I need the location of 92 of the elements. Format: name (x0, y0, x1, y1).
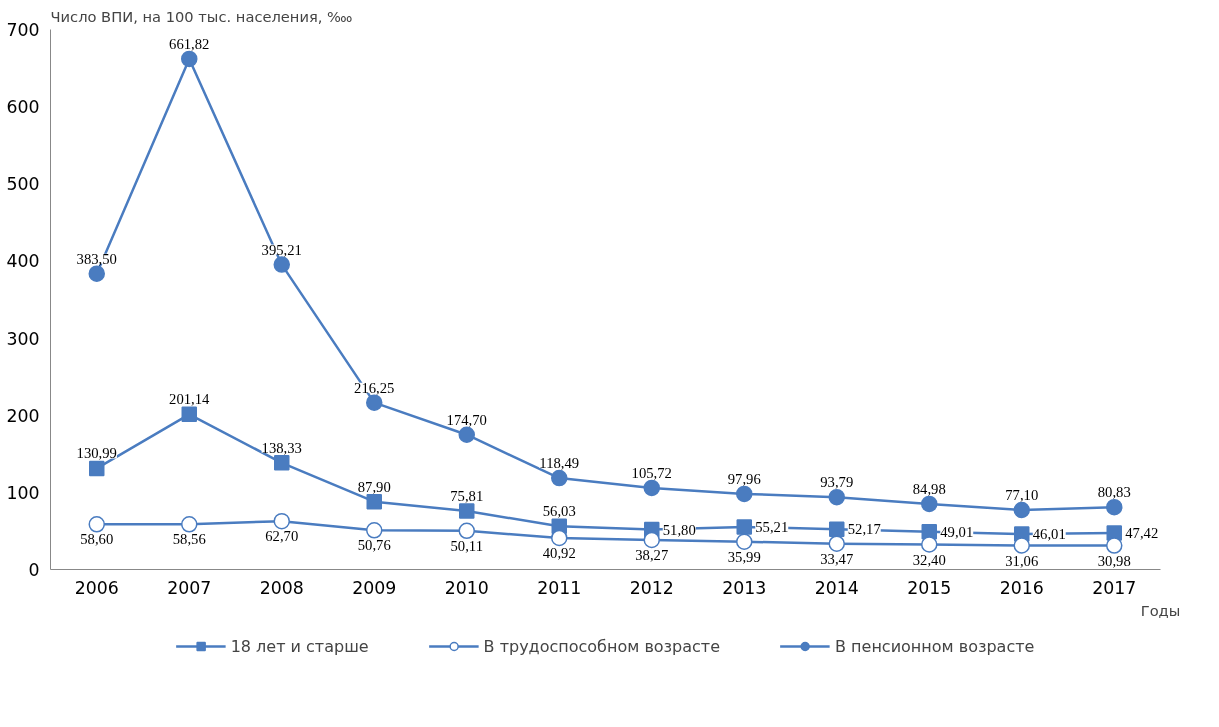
point (459, 503, 475, 519)
y-tick-label: 100 (6, 482, 40, 503)
point (458, 522, 475, 540)
data-label: 35,99 (727, 548, 761, 565)
x-tick-label: 2013 (722, 577, 767, 598)
data-label: 97,96 (727, 470, 761, 487)
data-label: 201,14 (169, 391, 211, 408)
point (736, 519, 752, 535)
point (551, 529, 568, 547)
x-tick-label: 2016 (999, 577, 1044, 598)
data-label: 33,47 (820, 550, 854, 567)
x-tick-label: 2015 (907, 577, 952, 598)
point (643, 479, 660, 497)
y-tick-label: 700 (6, 20, 40, 40)
data-label: 58,60 (80, 531, 114, 548)
point (736, 533, 753, 550)
x-tick-label: 2009 (352, 577, 397, 598)
data-label: 55,21 (755, 518, 789, 535)
y-tick-label: 600 (6, 97, 40, 118)
y-tick-label: 500 (6, 174, 40, 195)
point (828, 488, 845, 506)
data-label: 84,98 (912, 480, 946, 497)
legend-label: В пенсионном возрасте (835, 636, 1035, 656)
point (1013, 501, 1030, 519)
data-label: 80,83 (1097, 484, 1131, 501)
data-label: 118,49 (539, 455, 580, 472)
point (181, 50, 198, 68)
point (458, 426, 475, 443)
data-label: 383,50 (76, 250, 117, 267)
point (551, 469, 568, 487)
point (736, 485, 753, 503)
data-label: 661,82 (169, 35, 210, 52)
point (88, 516, 105, 533)
point (366, 522, 383, 539)
point (274, 455, 290, 471)
data-label: 47,42 (1125, 524, 1159, 541)
x-axis-title: Годы (1140, 601, 1181, 619)
data-label: 75,81 (450, 488, 484, 505)
x-tick-label: 2014 (814, 577, 859, 598)
y-tick-label: 200 (6, 405, 40, 426)
point (181, 406, 197, 423)
data-label: 30,98 (1097, 552, 1131, 569)
data-label: 87,90 (357, 478, 391, 495)
data-label: 49,01 (940, 523, 974, 540)
data-label: 93,79 (820, 474, 854, 491)
legend-label: В трудоспособном возрасте (483, 636, 721, 656)
x-tick-label: 2006 (74, 577, 119, 598)
point (1106, 498, 1123, 516)
point (828, 535, 845, 552)
data-label: 52,17 (847, 521, 881, 538)
data-label: 395,21 (261, 241, 302, 258)
point (366, 394, 383, 411)
point (366, 493, 382, 510)
y-axis-title: Число ВПИ, на 100 тыс. населения, ‱ (50, 7, 353, 25)
data-label: 58,56 (172, 531, 206, 548)
data-label: 50,76 (357, 537, 391, 554)
point (1013, 537, 1030, 554)
x-tick-label: 2017 (1092, 577, 1137, 598)
point (89, 460, 105, 477)
data-label: 46,01 (1032, 526, 1066, 543)
legend-label: 18 лет и старше (230, 636, 369, 656)
data-label: 38,27 (635, 546, 669, 563)
x-tick-label: 2010 (444, 577, 489, 598)
point (921, 495, 938, 513)
data-label: 105,72 (631, 464, 672, 481)
data-label: 138,33 (261, 439, 302, 456)
data-label: 62,70 (265, 528, 299, 545)
x-tick-label: 2007 (167, 577, 212, 598)
point (643, 531, 660, 549)
y-tick-label: 300 (6, 328, 40, 349)
data-label: 40,92 (542, 544, 576, 561)
x-tick-label: 2012 (629, 577, 674, 598)
data-label: 51,80 (662, 521, 696, 538)
data-label: 216,25 (354, 379, 395, 396)
y-tick-label: 0 (28, 560, 40, 580)
point (273, 512, 290, 530)
data-label: 50,11 (450, 537, 483, 554)
point (1106, 537, 1123, 554)
data-label: 31,06 (1005, 552, 1039, 569)
point (181, 516, 198, 533)
x-tick-label: 2011 (537, 577, 582, 598)
point (273, 256, 290, 273)
data-label: 77,10 (1005, 487, 1039, 504)
x-tick-label: 2008 (259, 577, 304, 598)
point (829, 521, 845, 537)
data-label: 32,40 (912, 551, 946, 568)
point (921, 536, 938, 553)
data-label: 130,99 (76, 445, 117, 462)
data-label: 174,70 (446, 411, 487, 428)
data-label: 56,03 (542, 503, 576, 520)
point (88, 265, 105, 282)
y-tick-label: 400 (6, 251, 40, 272)
